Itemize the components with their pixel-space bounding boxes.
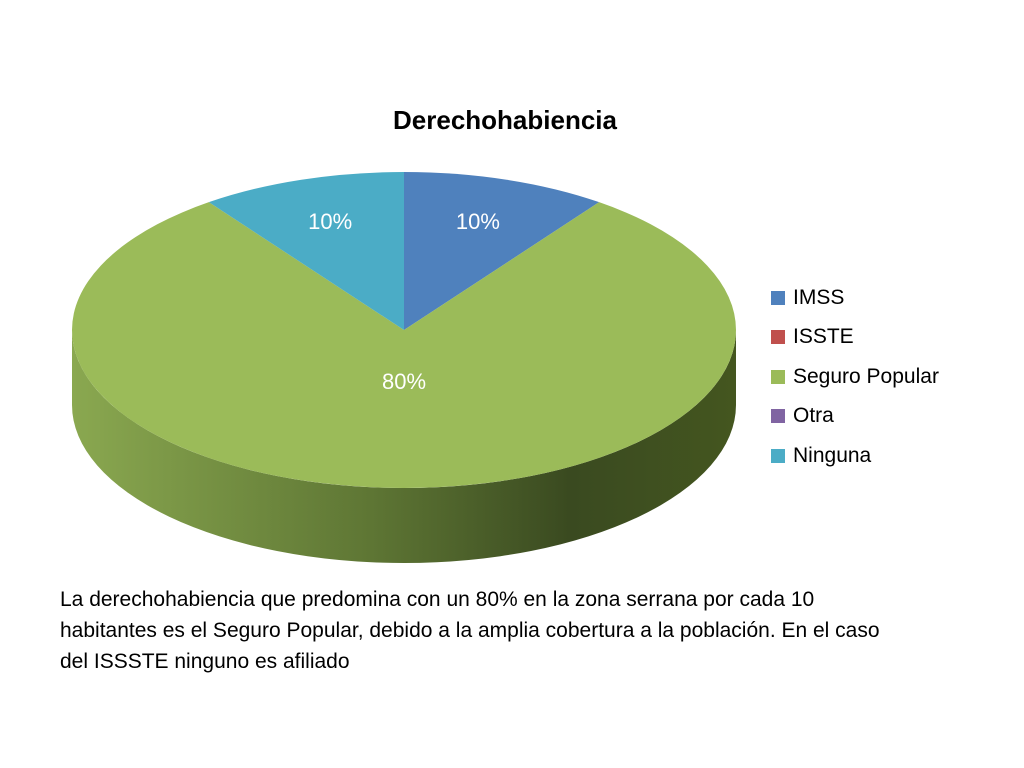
legend-swatch [771, 290, 785, 305]
legend-item-imss: IMSS [771, 278, 939, 318]
pie-slice-ninguna [208, 172, 404, 330]
data-label-ninguna: 10% [308, 209, 352, 234]
pie-side [72, 330, 736, 563]
legend-label: IMSS [793, 285, 845, 309]
legend-swatch [771, 409, 785, 424]
pie-side-wall [72, 330, 736, 563]
legend-swatch [771, 330, 785, 345]
pie-slice-imss [404, 172, 600, 330]
legend-item-otra: Otra [771, 397, 939, 437]
legend-label: ISSTE [793, 325, 854, 349]
legend-item-seguro-popular: Seguro Popular [771, 357, 939, 397]
data-label-imss: 10% [456, 209, 500, 234]
legend-label: Seguro Popular [793, 364, 939, 388]
legend-item-ninguna: Ninguna [771, 436, 939, 476]
chart-title: Derechohabiencia [393, 105, 617, 135]
legend-swatch [771, 448, 785, 463]
caption-text: La derechohabiencia que predomina con un… [60, 588, 880, 673]
pie-data-labels: 10% 80% 10% [308, 209, 500, 394]
data-label-seguro-popular: 80% [382, 369, 426, 394]
legend-item-isste: ISSTE [771, 318, 939, 358]
pie-slice-seguro-popular [71, 202, 736, 489]
pie-slices [71, 172, 736, 489]
legend-label: Otra [793, 404, 834, 428]
legend-label: Ninguna [793, 443, 872, 467]
legend: IMSS ISSTE Seguro Popular Otra Ninguna [771, 278, 939, 476]
legend-swatch [771, 369, 785, 384]
